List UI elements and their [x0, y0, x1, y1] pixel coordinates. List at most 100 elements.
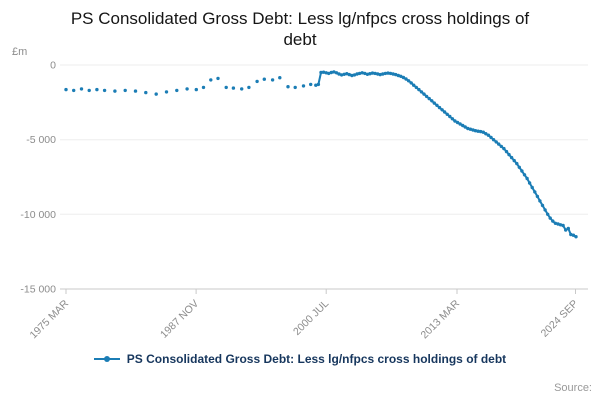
data-point	[381, 71, 385, 76]
data-point	[231, 85, 236, 90]
data-point	[95, 87, 99, 91]
data-point	[209, 77, 213, 82]
data-point	[473, 128, 478, 132]
data-point	[458, 121, 462, 126]
data-point	[504, 149, 509, 153]
data-point	[373, 71, 377, 75]
data-point	[509, 155, 514, 159]
data-point	[453, 118, 457, 123]
data-point	[342, 72, 346, 76]
data-point	[479, 129, 483, 133]
data-point	[476, 129, 480, 133]
data-point	[455, 120, 460, 124]
data-point	[164, 89, 169, 94]
data-point	[484, 131, 488, 135]
data-point	[564, 227, 568, 232]
data-point	[327, 71, 331, 75]
source-label: Source:	[554, 382, 592, 394]
series-line	[317, 70, 577, 238]
data-point	[255, 79, 259, 83]
x-tick-label: 2000 JUL	[291, 297, 331, 337]
data-point	[278, 75, 282, 79]
data-point	[262, 77, 266, 81]
data-point	[383, 71, 388, 75]
data-point	[569, 232, 573, 236]
data-point	[543, 207, 547, 212]
data-point	[440, 107, 444, 111]
data-point	[430, 98, 434, 102]
data-point	[350, 73, 354, 77]
data-point	[412, 83, 416, 87]
gridlines	[60, 64, 588, 289]
legend-item[interactable]: PS Consolidated Gross Debt: Less lg/nfpc…	[0, 352, 600, 366]
data-point	[347, 72, 351, 76]
data-point	[240, 86, 244, 91]
data-point	[546, 212, 550, 216]
data-point	[144, 90, 148, 94]
data-point	[548, 215, 552, 220]
data-point	[491, 137, 496, 141]
x-tick-label: 2024 SEP	[539, 297, 581, 339]
data-point	[551, 218, 555, 223]
data-point	[378, 72, 382, 76]
data-point	[561, 223, 565, 227]
series-points	[64, 69, 578, 238]
data-point	[427, 96, 431, 100]
y-tick-label: -10 000	[20, 208, 56, 220]
data-point	[270, 77, 275, 82]
data-point	[79, 86, 84, 91]
data-point	[450, 116, 455, 121]
chart-title: PS Consolidated Gross Debt: Less lg/nfpc…	[70, 9, 530, 50]
y-tick-label: 0	[50, 59, 56, 71]
data-point	[533, 189, 537, 194]
data-point	[535, 194, 540, 198]
data-point	[339, 72, 344, 77]
data-point	[201, 85, 206, 89]
data-point	[525, 176, 529, 180]
data-point	[102, 88, 107, 92]
data-point	[286, 84, 290, 88]
data-point	[540, 203, 545, 207]
y-tick-label: -15 000	[20, 283, 56, 295]
data-point	[432, 100, 436, 105]
data-point	[409, 80, 413, 85]
data-point	[309, 82, 313, 86]
data-point	[87, 88, 91, 92]
data-point	[154, 91, 158, 96]
data-point	[388, 71, 393, 75]
data-point	[481, 130, 485, 134]
data-point	[424, 94, 429, 98]
data-point	[216, 76, 220, 80]
data-point	[517, 165, 521, 169]
data-point	[301, 83, 306, 88]
data-point	[437, 105, 442, 109]
data-point	[468, 127, 473, 131]
data-point	[133, 88, 138, 93]
legend-label: PS Consolidated Gross Debt: Less lg/nfpc…	[126, 351, 507, 366]
data-point	[337, 71, 341, 76]
data-point	[466, 126, 470, 130]
legend-line-marker-icon	[93, 355, 120, 362]
data-point	[399, 74, 403, 78]
data-point	[175, 88, 179, 92]
data-point	[352, 72, 357, 77]
data-point	[538, 198, 542, 203]
y-tick-label: -5 000	[26, 134, 56, 146]
data-point	[293, 85, 297, 89]
data-point	[113, 88, 117, 93]
data-point	[329, 70, 333, 74]
data-point	[486, 133, 491, 137]
data-point	[185, 86, 189, 91]
data-point	[530, 185, 534, 189]
data-point	[368, 71, 372, 75]
data-point	[314, 83, 318, 87]
data-point	[401, 75, 406, 79]
data-point	[422, 91, 426, 96]
data-point	[520, 168, 524, 173]
data-point	[419, 89, 424, 94]
data-point	[494, 139, 498, 144]
data-point	[497, 141, 501, 146]
data-point	[442, 109, 447, 114]
data-point	[332, 69, 336, 74]
data-point	[394, 72, 398, 76]
